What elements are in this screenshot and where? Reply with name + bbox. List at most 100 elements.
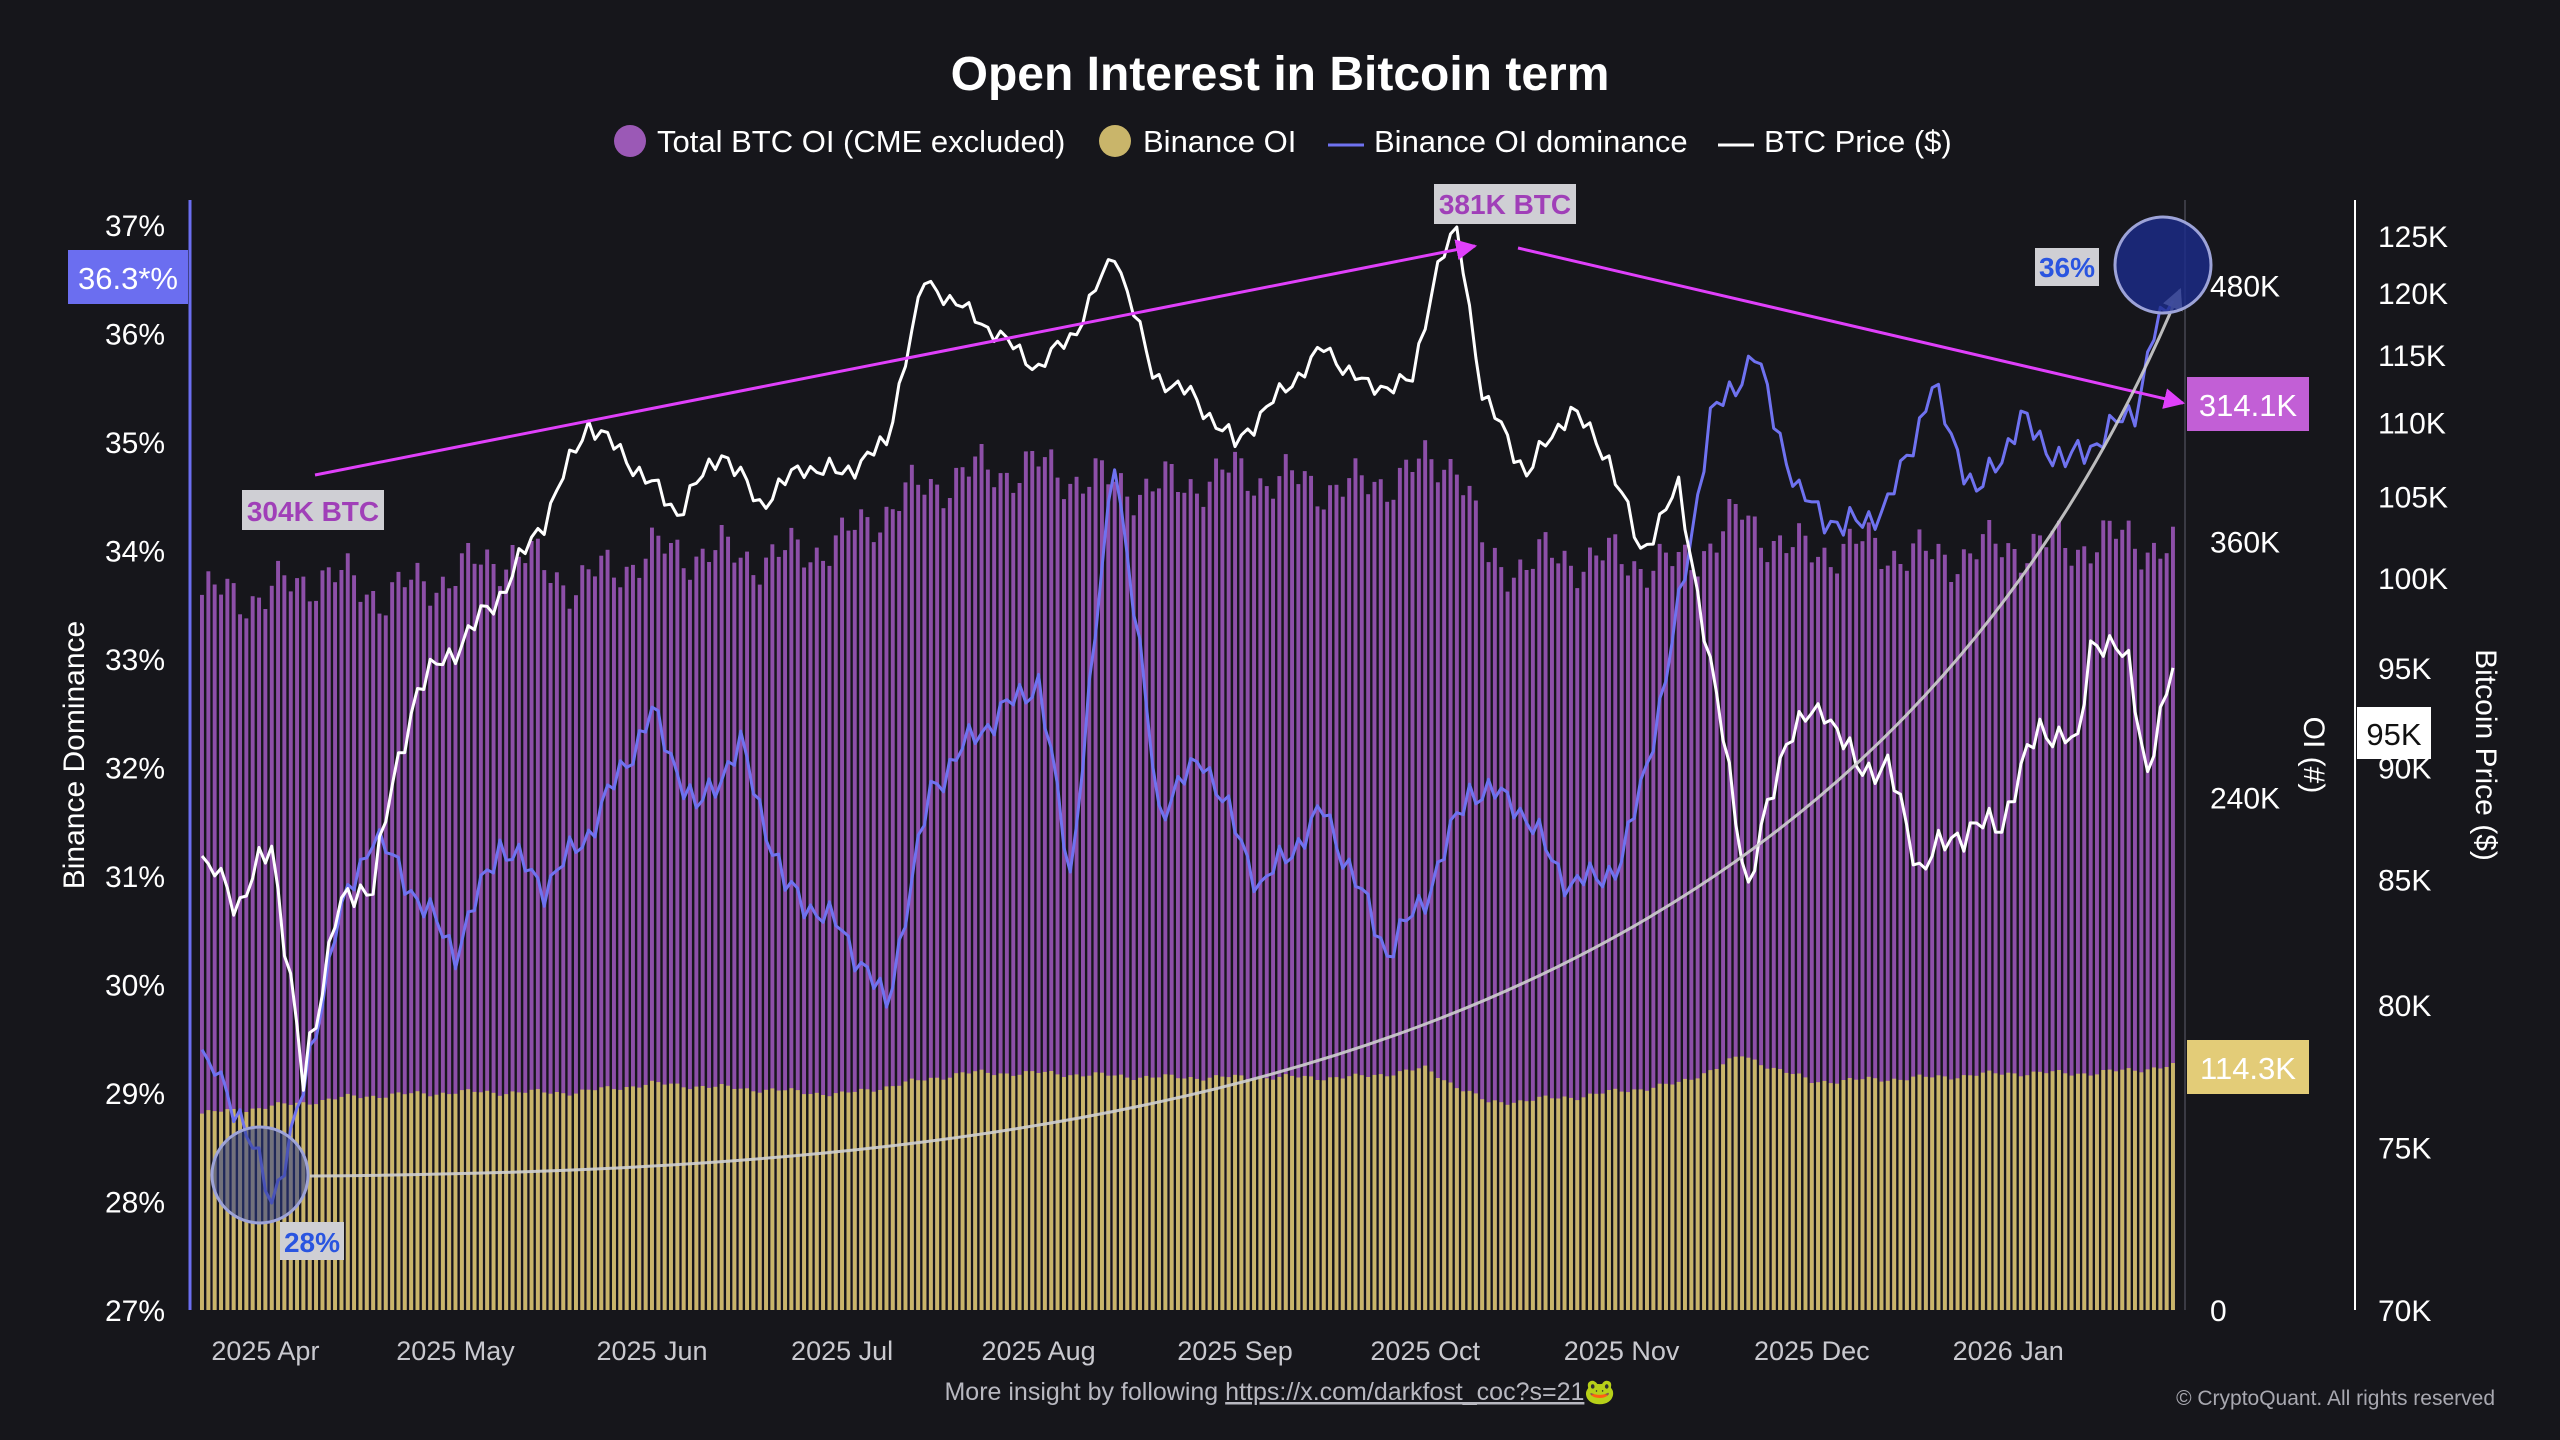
- oi-binance-bar: [459, 1090, 464, 1310]
- oi-total-bar: [485, 549, 490, 1310]
- oi-binance-bar: [1923, 1076, 1928, 1310]
- oi-total-bar: [795, 539, 800, 1310]
- oi-binance-bar: [1182, 1078, 1187, 1310]
- oi-binance-bar: [529, 1089, 534, 1310]
- oi-binance-bar: [814, 1092, 819, 1310]
- oi-total-bar: [745, 551, 750, 1310]
- oi-total-bar: [1119, 473, 1123, 1311]
- oi-binance-bar: [1290, 1075, 1295, 1310]
- oi-total-bar: [1942, 554, 1947, 1310]
- oi-binance-bar: [2063, 1073, 2068, 1310]
- oi-total-bar: [1917, 529, 1922, 1310]
- oi-total-bar: [1904, 570, 1909, 1310]
- oi-binance-bar: [383, 1097, 388, 1310]
- oi-total-bar: [1613, 534, 1618, 1310]
- oi-total-bar: [320, 570, 325, 1310]
- oi-total-bar: [1207, 481, 1212, 1310]
- oi-binance-bar: [719, 1084, 724, 1310]
- oi-total-bar: [719, 525, 724, 1310]
- oi-total-bar: [1651, 570, 1656, 1310]
- footer-link[interactable]: https://x.com/darkfost_coc?s=21: [1225, 1378, 1584, 1406]
- oi-binance-bar: [1448, 1082, 1453, 1310]
- oi-total-bar: [2088, 563, 2093, 1310]
- oi-total-bar: [1664, 552, 1668, 1310]
- oi-binance-bar: [1657, 1083, 1662, 1310]
- oi-total-bar: [491, 564, 496, 1310]
- oi-binance-bar: [1917, 1074, 1922, 1310]
- oi-binance-bar: [1733, 1056, 1738, 1310]
- oi-binance-bar: [1790, 1074, 1795, 1310]
- oi-total-bar: [1391, 499, 1396, 1310]
- x-tick-label: 2025 Oct: [1370, 1336, 1480, 1366]
- oi-total-bar: [1036, 466, 1041, 1310]
- oi-binance-bar: [447, 1094, 452, 1310]
- oi-binance-bar: [884, 1086, 889, 1310]
- oi-total-bar: [2006, 543, 2011, 1310]
- oi-total-bar: [1949, 582, 1954, 1310]
- oi-binance-bar: [1315, 1080, 1320, 1310]
- oi-binance-bar: [561, 1093, 566, 1310]
- ticks-layer: 27% 28% 29% 30% 31% 32% 33% 34% 35% 36% 37% 0 240K 36…: [105, 210, 2448, 1366]
- oi-total-bar: [1911, 543, 1916, 1310]
- oi-total-bar: [979, 444, 984, 1310]
- oi-total-bar: [1809, 562, 1814, 1310]
- oi-total-bar: [1201, 506, 1206, 1310]
- y-right-tick-label: 95K: [2378, 653, 2431, 686]
- oi-binance-bar: [1410, 1070, 1415, 1310]
- oi-binance-bar: [554, 1092, 559, 1310]
- oi-total-bar: [567, 608, 572, 1310]
- oi-binance-bar: [669, 1083, 673, 1310]
- dominance-low-label-box: [280, 1222, 344, 1260]
- oi-binance-bar: [1664, 1083, 1668, 1310]
- oi-binance-bar: [1676, 1081, 1681, 1310]
- legend-marker-binance-oi: [1099, 125, 1131, 157]
- oi-binance-bar: [1353, 1073, 1358, 1310]
- footer-prefix: More insight by following: [944, 1378, 1225, 1406]
- dominance-line: [200, 300, 2175, 1205]
- oi-binance-bar: [1530, 1100, 1535, 1310]
- oi-total-bar: [1290, 470, 1295, 1310]
- legend-marker-total-oi: [614, 125, 646, 157]
- oi-binance-bar: [1233, 1074, 1238, 1310]
- oi-binance-bar: [2088, 1075, 2093, 1310]
- oi-binance-bar: [1328, 1077, 1333, 1310]
- oi-total-bar: [1074, 476, 1079, 1310]
- y-left-tick-label: 32%: [105, 753, 165, 786]
- oi-total-bar: [1385, 501, 1390, 1310]
- oi-downtrend-arrow: [1517, 246, 2186, 409]
- oi-binance-bar: [2038, 1071, 2042, 1310]
- oi-total-bar: [840, 517, 845, 1310]
- oi-total-bar: [871, 542, 876, 1310]
- oi-total-bar: [396, 571, 401, 1310]
- oi-total-bar: [1778, 535, 1783, 1310]
- oi-total-bar: [1740, 519, 1745, 1310]
- oi-total-bar: [1581, 571, 1586, 1310]
- oi-total-bar: [523, 563, 528, 1310]
- oi-binance-bar: [301, 1102, 306, 1310]
- oi-binance-bar: [1036, 1073, 1041, 1310]
- oi-total-bar: [1879, 569, 1884, 1310]
- y-left-tick-label: 35%: [105, 427, 165, 460]
- oi-total-bar: [643, 558, 648, 1310]
- oi-total-bar: [1873, 537, 1878, 1310]
- oi-binance-bar: [1011, 1075, 1016, 1310]
- oi-total-bar: [586, 569, 591, 1310]
- oi-binance-bar: [1740, 1056, 1745, 1310]
- oi-total-bar: [859, 509, 864, 1310]
- oi-binance-bar: [1042, 1071, 1047, 1310]
- oi-total-bar: [1245, 490, 1250, 1310]
- oi-binance-bar: [409, 1093, 414, 1310]
- oi-total-bar: [2057, 520, 2061, 1310]
- oi-binance-bar: [1626, 1092, 1630, 1310]
- oi-binance-bar: [1689, 1079, 1694, 1310]
- oi-total-bar: [1499, 567, 1504, 1310]
- oi-total-bar: [377, 613, 382, 1310]
- oi-binance-bar: [1974, 1075, 1979, 1310]
- oi-binance-bar: [219, 1111, 224, 1310]
- oi-total-bar: [358, 601, 363, 1310]
- oi-total-bar: [2101, 520, 2106, 1310]
- x-tick-label: 2025 Dec: [1754, 1336, 1870, 1366]
- oi-binance-bar: [1835, 1083, 1840, 1310]
- oi-binance-bar: [1309, 1076, 1314, 1310]
